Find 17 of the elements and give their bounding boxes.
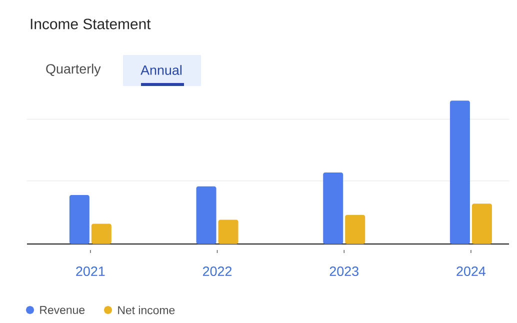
bar (218, 220, 238, 244)
bar (450, 100, 470, 244)
bar (69, 194, 90, 244)
bar (91, 224, 112, 244)
x-tick-label: 2023 (330, 266, 358, 276)
bar (345, 214, 366, 244)
text: Annual (140, 65, 182, 75)
bar (472, 204, 492, 244)
x-tick-label: 2021 (76, 266, 105, 276)
bar (323, 172, 344, 244)
chart-title: Income Statement (30, 18, 151, 30)
legend-label: Revenue (40, 306, 85, 314)
x-tick-label: 2022 (202, 266, 232, 276)
bar (196, 186, 216, 244)
x-tick-label: 2024 (456, 266, 486, 276)
legend-label: Net income (118, 306, 175, 314)
text: Quarterly (46, 64, 101, 76)
